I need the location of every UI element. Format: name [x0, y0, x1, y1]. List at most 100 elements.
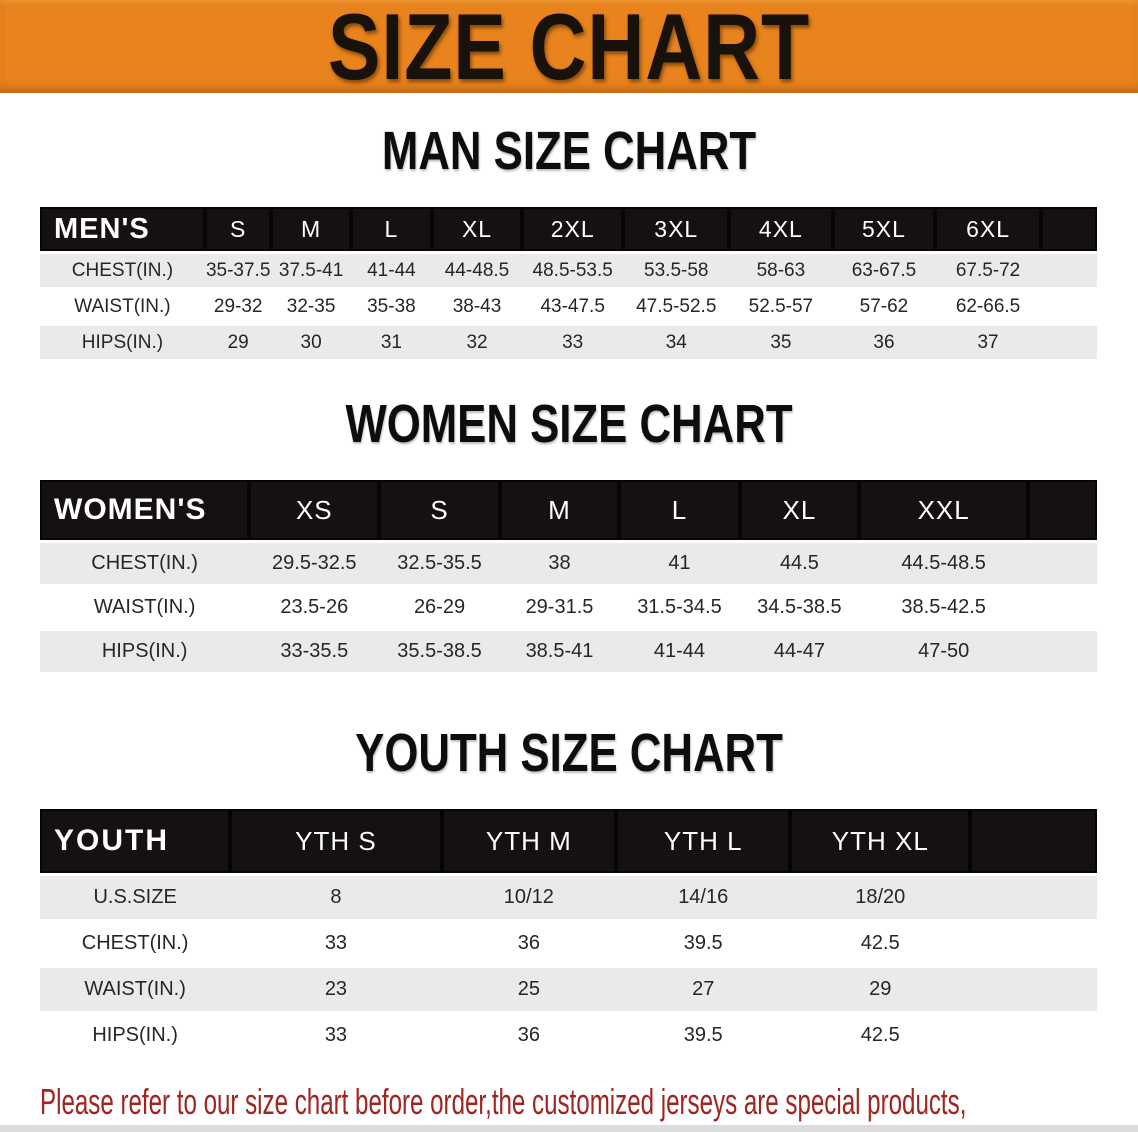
size-cell: 57-62 — [832, 290, 936, 323]
women-size-column-header: M — [499, 480, 620, 540]
size-cell: 36 — [441, 922, 617, 965]
row-label: HIPS(IN.) — [40, 1014, 231, 1057]
size-cell: 33-35.5 — [249, 631, 380, 672]
youth-section-heading: YOUTH SIZE CHART — [0, 725, 1138, 795]
table-filler — [1028, 480, 1097, 540]
size-cell: 31 — [350, 326, 433, 359]
men-size-column-header: 6XL — [935, 207, 1041, 251]
women-size-column-header: S — [379, 480, 500, 540]
size-cell: 44-48.5 — [432, 254, 522, 287]
size-cell: 35-38 — [350, 290, 433, 323]
youth-table-label: YOUTH — [40, 809, 231, 873]
women-table-label: WOMEN'S — [40, 480, 250, 540]
women-section-heading: WOMEN SIZE CHART — [0, 396, 1138, 466]
size-cell: 38.5-41 — [499, 631, 620, 672]
size-cell: 52.5-57 — [729, 290, 833, 323]
size-chart-banner: SIZE CHART — [0, 0, 1138, 93]
size-cell: 42.5 — [790, 1014, 971, 1057]
men-size-column-header: 4XL — [729, 207, 833, 251]
size-cell: 41-44 — [619, 631, 740, 672]
men-size-column-header: S — [204, 207, 272, 251]
size-cell: 23 — [230, 968, 442, 1011]
size-cell: 26-29 — [379, 587, 500, 628]
size-cell: 27 — [616, 968, 791, 1011]
men-size-column-header: M — [271, 207, 351, 251]
size-cell: 32-35 — [271, 290, 351, 323]
size-cell: 42.5 — [790, 922, 971, 965]
youth-size-column-header: YTH L — [616, 809, 791, 873]
row-label: HIPS(IN.) — [40, 326, 205, 359]
size-cell: 41-44 — [350, 254, 433, 287]
table-filler — [1028, 543, 1097, 584]
size-cell: 25 — [441, 968, 617, 1011]
size-cell: 33 — [521, 326, 624, 359]
row-label: CHEST(IN.) — [40, 254, 205, 287]
table-filler — [1028, 631, 1097, 672]
size-cell: 63-67.5 — [832, 254, 936, 287]
size-cell: 32.5-35.5 — [379, 543, 500, 584]
size-cell: 29-32 — [204, 290, 272, 323]
size-cell: 48.5-53.5 — [521, 254, 624, 287]
size-cell: 36 — [832, 326, 936, 359]
size-cell: 32 — [432, 326, 522, 359]
youth-waist-row: WAIST(IN.) 23 25 27 29 — [40, 968, 1097, 1011]
size-cell: 38 — [499, 543, 620, 584]
size-cell: 47-50 — [859, 631, 1029, 672]
table-filler — [970, 876, 1097, 919]
size-cell: 36 — [441, 1014, 617, 1057]
table-filler — [1040, 290, 1097, 323]
size-cell: 47.5-52.5 — [623, 290, 730, 323]
youth-header-row: YOUTH YTH S YTH M YTH L YTH XL — [40, 809, 1097, 873]
table-filler — [1040, 326, 1097, 359]
size-cell: 29-31.5 — [499, 587, 620, 628]
row-label: U.S.SIZE — [40, 876, 231, 919]
women-size-table: WOMEN'S XS S M L XL XXL CHEST(IN.) 29.5-… — [40, 477, 1097, 675]
men-chest-row: CHEST(IN.) 35-37.5 37.5-41 41-44 44-48.5… — [40, 254, 1097, 287]
size-cell: 44-47 — [739, 631, 860, 672]
banner-title: SIZE CHART — [327, 0, 811, 93]
women-size-column-header: XXL — [859, 480, 1029, 540]
row-label: CHEST(IN.) — [40, 543, 250, 584]
size-cell: 14/16 — [616, 876, 791, 919]
size-cell: 38.5-42.5 — [859, 587, 1029, 628]
size-cell: 34.5-38.5 — [739, 587, 860, 628]
men-size-column-header: 3XL — [623, 207, 730, 251]
youth-hips-row: HIPS(IN.) 33 36 39.5 42.5 — [40, 1014, 1097, 1057]
women-size-column-header: XS — [249, 480, 380, 540]
row-label: WAIST(IN.) — [40, 587, 250, 628]
size-cell: 29 — [790, 968, 971, 1011]
size-cell: 10/12 — [441, 876, 617, 919]
table-filler — [970, 968, 1097, 1011]
size-cell: 33 — [230, 1014, 442, 1057]
table-filler — [970, 809, 1097, 873]
table-filler — [1040, 207, 1097, 251]
size-cell: 35 — [729, 326, 833, 359]
size-cell: 33 — [230, 922, 442, 965]
size-cell: 23.5-26 — [249, 587, 380, 628]
men-header-row: MEN'S S M L XL 2XL 3XL 4XL 5XL 6XL — [40, 207, 1097, 251]
size-cell: 44.5-48.5 — [859, 543, 1029, 584]
men-size-column-header: 2XL — [521, 207, 624, 251]
men-table-label: MEN'S — [40, 207, 205, 251]
table-filler — [970, 1014, 1097, 1057]
women-size-column-header: XL — [739, 480, 860, 540]
size-cell: 35-37.5 — [204, 254, 272, 287]
men-size-column-header: 5XL — [832, 207, 936, 251]
women-chest-row: CHEST(IN.) 29.5-32.5 32.5-35.5 38 41 44.… — [40, 543, 1097, 584]
size-cell: 37 — [935, 326, 1041, 359]
size-cell: 30 — [271, 326, 351, 359]
women-hips-row: HIPS(IN.) 33-35.5 35.5-38.5 38.5-41 41-4… — [40, 631, 1097, 672]
table-filler — [1040, 254, 1097, 287]
size-cell: 53.5-58 — [623, 254, 730, 287]
youth-chest-row: CHEST(IN.) 33 36 39.5 42.5 — [40, 922, 1097, 965]
youth-size-column-header: YTH M — [441, 809, 617, 873]
row-label: HIPS(IN.) — [40, 631, 250, 672]
size-cell: 67.5-72 — [935, 254, 1041, 287]
table-filler — [1028, 587, 1097, 628]
men-size-table: MEN'S S M L XL 2XL 3XL 4XL 5XL 6XL CHEST… — [40, 204, 1097, 362]
youth-size-table: YOUTH YTH S YTH M YTH L YTH XL U.S.SIZE … — [40, 806, 1097, 1060]
size-cell: 18/20 — [790, 876, 971, 919]
size-cell: 38-43 — [432, 290, 522, 323]
size-cell: 39.5 — [616, 922, 791, 965]
